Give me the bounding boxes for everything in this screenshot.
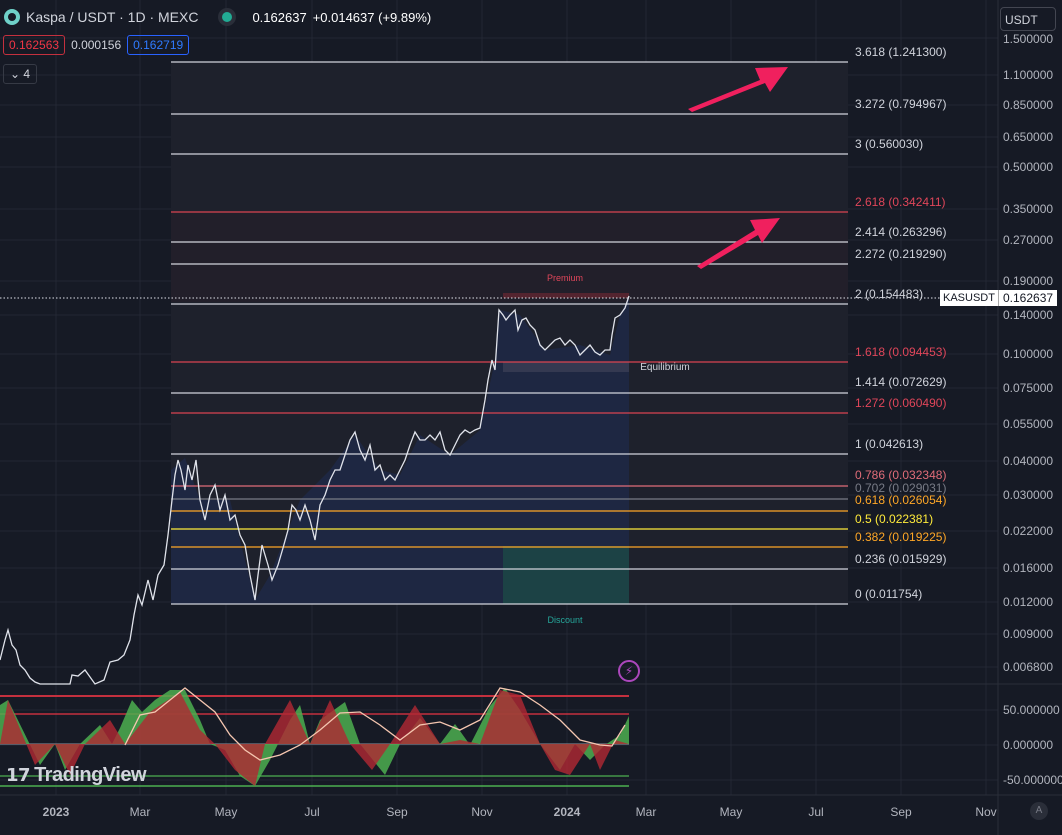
fib-label: 0.236 (0.015929) <box>855 552 947 566</box>
x-tick: 2023 <box>42 805 70 819</box>
order-row: 0.162563 0.000156 0.162719 <box>3 35 190 55</box>
indicator-count: 4 <box>23 67 31 81</box>
oscillator-panel <box>0 687 629 787</box>
discount-label: Discount <box>547 615 583 625</box>
x-tick: Mar <box>129 805 151 819</box>
y-tick: 0.190000 <box>1003 274 1054 288</box>
fib-label: 3 (0.560030) <box>855 137 924 151</box>
x-tick: Sep <box>386 805 408 819</box>
current-price-tag: 0.162637 <box>998 290 1058 306</box>
y-tick: 0.012000 <box>1003 595 1054 609</box>
y-tick: 0.016000 <box>1003 561 1054 575</box>
osc-y-tick: 50.000000 <box>1003 703 1060 717</box>
buy-button[interactable]: 0.162719 <box>127 35 190 55</box>
y-tick: 1.100000 <box>1003 68 1054 82</box>
price-area-fill <box>171 296 629 604</box>
last-price: 0.162637 <box>252 9 307 25</box>
price-line <box>0 295 630 685</box>
y-tick: 0.350000 <box>1003 202 1054 216</box>
fib-label: 3.272 (0.794967) <box>855 97 947 111</box>
equilibrium-label: Equilibrium <box>640 362 690 373</box>
x-tick: May <box>214 805 238 819</box>
y-tick: 0.009000 <box>1003 627 1054 641</box>
y-tick: 0.040000 <box>1003 454 1054 468</box>
y-tick: 0.030000 <box>1003 488 1054 502</box>
y-tick: 0.270000 <box>1003 233 1054 247</box>
x-tick: Sep <box>890 805 912 819</box>
annotation-arrows <box>688 67 788 269</box>
y-tick: 0.500000 <box>1003 160 1054 174</box>
fib-label: 0.382 (0.019225) <box>855 530 947 544</box>
equilibrium-zone <box>503 362 629 372</box>
x-tick: Jul <box>808 805 824 819</box>
x-tick: Nov <box>471 805 493 819</box>
discount-zone <box>503 546 629 604</box>
symbol-title[interactable]: Kaspa / USDT · 1D · MEXC <box>26 9 199 25</box>
fib-label: 0 (0.011754) <box>855 587 923 601</box>
fib-label: 3.618 (1.241300) <box>855 45 947 59</box>
fib-label: 0.5 (0.022381) <box>855 512 934 526</box>
y-tick: 0.100000 <box>1003 347 1054 361</box>
osc-y-tick: -50.000000 <box>1003 773 1062 787</box>
y-tick: 1.500000 <box>1003 32 1054 46</box>
chevron-down-icon: ⌄ <box>10 67 21 81</box>
fib-label: 1.618 (0.094453) <box>855 345 947 359</box>
y-tick: 0.140000 <box>1003 308 1054 322</box>
market-status-icon <box>222 12 233 22</box>
chart-header: Kaspa / USDT · 1D · MEXC 0.162637 +0.014… <box>4 9 431 25</box>
fib-label: 0.786 (0.032348) <box>855 468 947 482</box>
fib-label: 1.272 (0.060490) <box>855 396 947 410</box>
y-tick: 0.075000 <box>1003 381 1054 395</box>
x-tick: May <box>719 805 743 819</box>
premium-zone <box>503 293 629 298</box>
x-tick: Mar <box>635 805 657 819</box>
y-tick: 0.850000 <box>1003 98 1054 112</box>
price-change: +0.014637 (+9.89%) <box>312 9 432 25</box>
premium-label: Premium <box>546 273 584 283</box>
fib-label: 2.618 (0.342411) <box>855 195 946 209</box>
fib-label: 1 (0.042613) <box>855 437 924 451</box>
fib-label: 2.414 (0.263296) <box>855 225 947 239</box>
tradingview-icon: 𝟭𝟳 <box>6 765 31 785</box>
kaspa-logo-icon <box>4 9 20 25</box>
symbol-price-tag: KASUSDT <box>940 290 998 306</box>
fib-label: 0.618 (0.026054) <box>855 493 947 507</box>
spread-value: 0.000156 <box>71 38 122 52</box>
x-tick: Jul <box>304 805 320 819</box>
currency-selector[interactable]: USDT <box>1000 7 1056 31</box>
y-tick: 0.006800 <box>1003 660 1054 674</box>
auto-scale-button[interactable]: A <box>1030 802 1048 820</box>
fib-label: 2 (0.154483) <box>855 287 924 301</box>
osc-y-tick: 0.000000 <box>1003 738 1054 752</box>
fib-label: 2.272 (0.219290) <box>855 247 947 261</box>
y-tick: 0.650000 <box>1003 130 1054 144</box>
fib-lines <box>171 61 848 605</box>
x-tick: Nov <box>975 805 997 819</box>
tradingview-logo[interactable]: 𝟭𝟳 TradingView <box>6 764 147 787</box>
fib-label: 1.414 (0.072629) <box>855 375 947 389</box>
fib-label: 0.702 (0.029031) <box>855 481 947 495</box>
y-tick: 0.055000 <box>1003 417 1054 431</box>
indicators-toggle[interactable]: ⌄ 4 <box>3 64 38 84</box>
lightning-icon[interactable]: ⚡ <box>618 660 640 682</box>
brand-text: TradingView <box>34 764 147 786</box>
x-tick: 2024 <box>553 805 581 819</box>
sell-button[interactable]: 0.162563 <box>3 35 66 55</box>
y-tick: 0.022000 <box>1003 524 1054 538</box>
